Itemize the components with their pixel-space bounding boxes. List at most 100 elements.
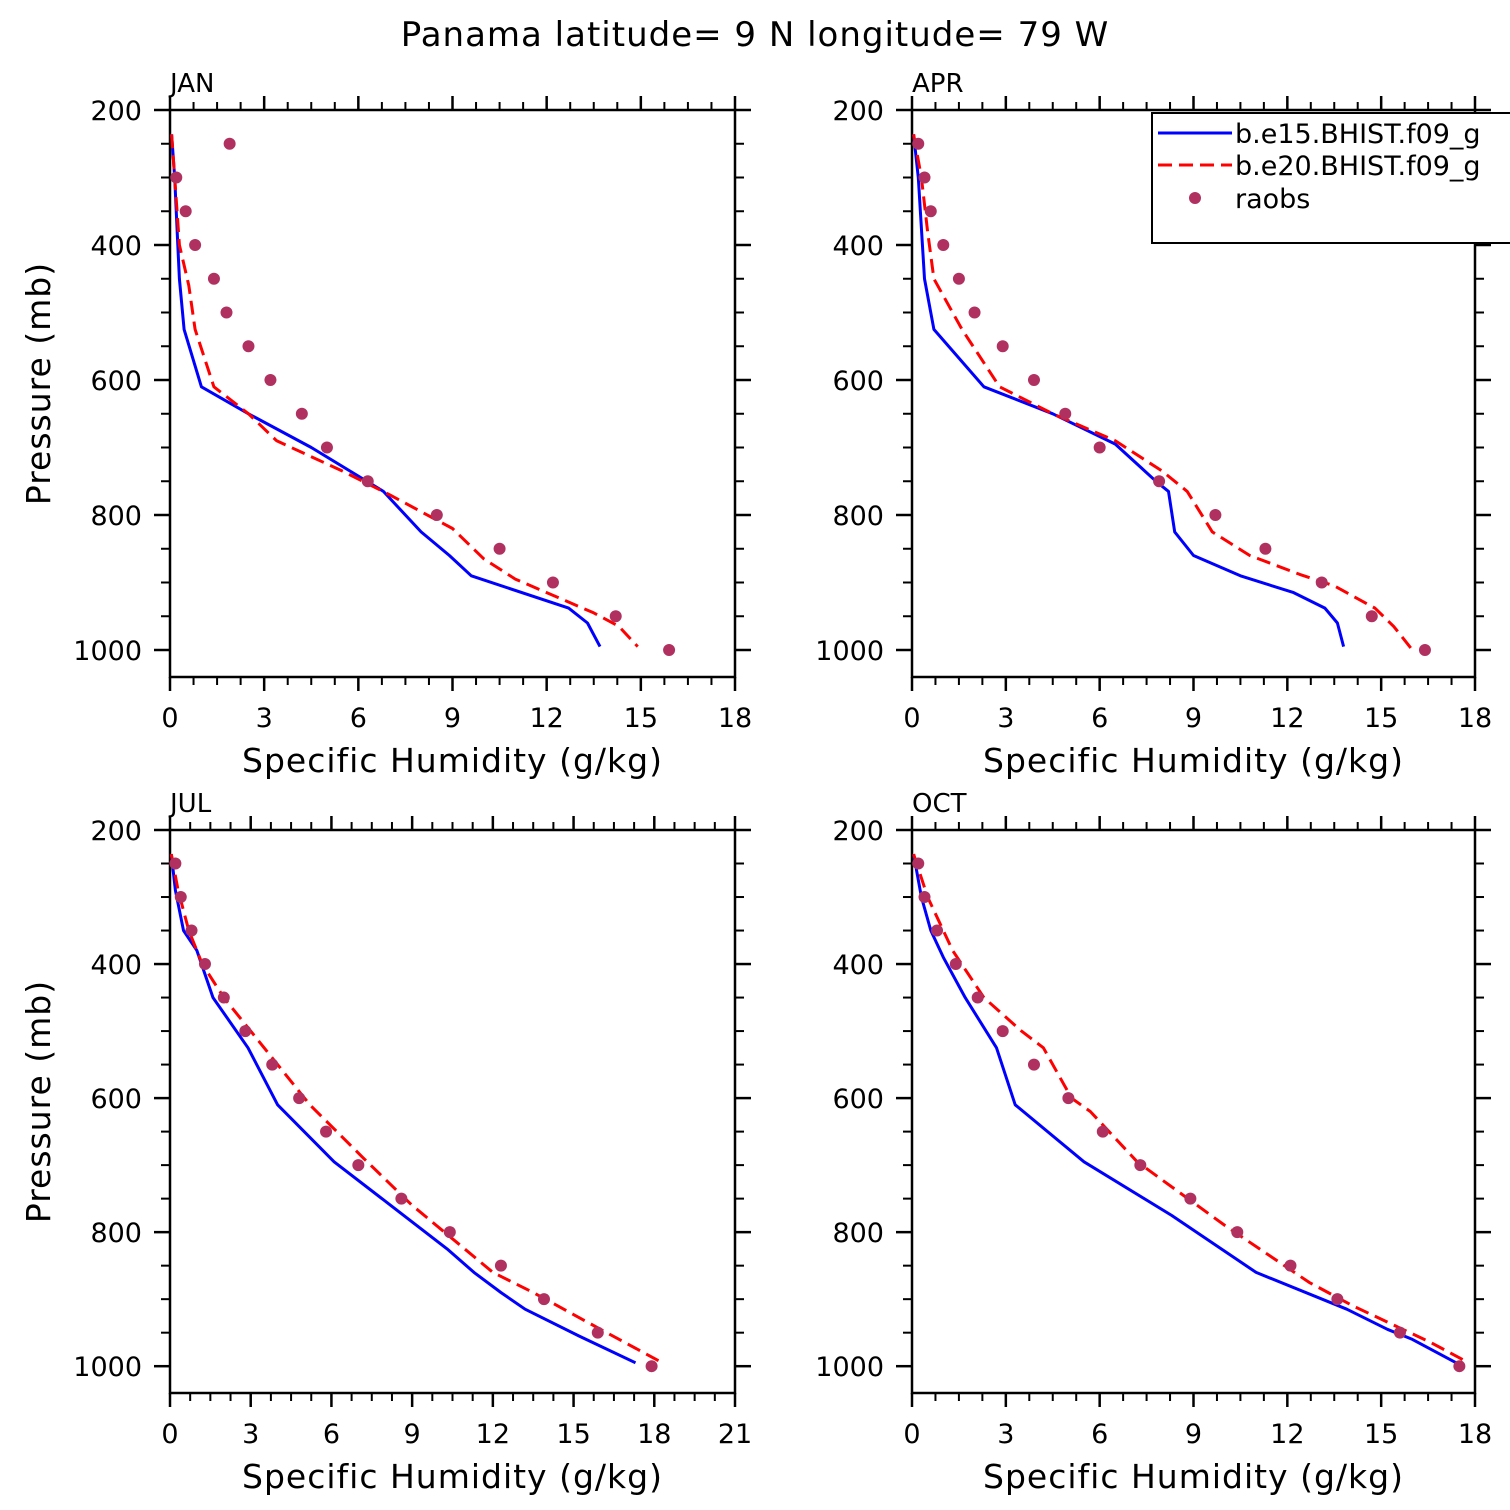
y-tick-label: 200 <box>90 816 142 847</box>
raobs-point <box>1418 644 1431 656</box>
x-tick-label: 3 <box>242 1419 259 1450</box>
x-tick-label: 0 <box>161 1419 178 1450</box>
x-tick-label: 9 <box>1185 1419 1202 1450</box>
raobs-point <box>952 272 965 285</box>
y-tick-label: 1000 <box>73 1352 142 1383</box>
y-tick-label: 1000 <box>815 636 884 667</box>
y-tick-label: 800 <box>832 1218 884 1249</box>
y-tick-label: 600 <box>832 366 884 397</box>
x-tick-label: 18 <box>718 703 752 734</box>
x-tick-label: 3 <box>997 1419 1014 1450</box>
raobs-point <box>239 1025 252 1038</box>
x-tick-label: 0 <box>161 703 178 734</box>
panel-label: JUL <box>168 789 212 819</box>
y-tick-label: 800 <box>832 501 884 532</box>
y-tick-label: 200 <box>832 96 884 127</box>
raobs-point <box>918 891 931 904</box>
x-tick-label: 9 <box>404 1419 421 1450</box>
legend-entry: b.e20.BHIST.f09_g <box>1235 151 1481 182</box>
series-line-e20 <box>912 134 1414 651</box>
raobs-point <box>918 171 931 184</box>
series-line-e15 <box>169 853 637 1365</box>
raobs-point <box>1184 1192 1197 1205</box>
raobs-point <box>1153 475 1166 488</box>
x-axis-label: Specific Humidity (g/kg) <box>242 741 663 780</box>
x-tick-label: 6 <box>1091 1419 1108 1450</box>
x-tick-label: 9 <box>1185 703 1202 734</box>
raobs-point <box>1134 1159 1147 1172</box>
x-tick-label: 3 <box>256 703 273 734</box>
raobs-point <box>1096 1125 1109 1138</box>
figure-title: Panama latitude= 9 N longitude= 79 W <box>401 15 1110 55</box>
raobs-point <box>537 1293 550 1306</box>
raobs-point <box>430 509 443 521</box>
x-tick-label: 18 <box>1458 703 1492 734</box>
y-tick-label: 600 <box>832 1084 884 1115</box>
plot-frame <box>910 828 1477 1395</box>
raobs-point <box>1315 576 1328 589</box>
series-line-e20 <box>170 134 639 648</box>
series-line-e20 <box>912 853 1470 1365</box>
raobs-point <box>971 991 984 1004</box>
x-tick-label: 12 <box>529 703 563 734</box>
legend-entry: b.e15.BHIST.f09_g <box>1235 119 1481 150</box>
x-axis-label: Specific Humidity (g/kg) <box>242 1457 663 1496</box>
x-tick-label: 18 <box>1458 1419 1492 1450</box>
raobs-point <box>295 407 308 420</box>
x-tick-label: 6 <box>1091 703 1108 734</box>
raobs-point <box>1453 1360 1466 1373</box>
raobs-point <box>937 239 950 251</box>
y-tick-label: 800 <box>90 1218 142 1249</box>
x-tick-label: 0 <box>903 1419 920 1450</box>
x-axis-label: Specific Humidity (g/kg) <box>983 1457 1404 1496</box>
panel-label: JAN <box>168 69 214 99</box>
x-tick-label: 0 <box>903 703 920 734</box>
y-tick-label: 800 <box>90 501 142 532</box>
raobs-point <box>546 576 559 589</box>
panel-apr: 0 3 6 9 12 15 18 200 400 600 800 1000 APR Specific Hu… <box>815 69 1492 780</box>
raobs-point <box>1231 1226 1244 1239</box>
raobs-point <box>924 205 937 218</box>
raobs-point <box>223 137 236 150</box>
raobs-point <box>189 239 202 251</box>
x-tick-label: 12 <box>476 1419 510 1450</box>
raobs-point <box>1027 1058 1040 1071</box>
x-tick-label: 6 <box>323 1419 340 1450</box>
raobs-point <box>494 1259 507 1272</box>
raobs-point <box>1284 1259 1297 1272</box>
x-tick-label: 6 <box>350 703 367 734</box>
raobs-point <box>996 340 1009 353</box>
x-tick-label: 12 <box>1270 703 1304 734</box>
raobs-point <box>996 1025 1009 1038</box>
raobs-point <box>320 1125 333 1138</box>
raobs-point <box>395 1192 408 1205</box>
raobs-point <box>1093 441 1106 454</box>
x-tick-label: 15 <box>624 703 658 734</box>
legend-box <box>1151 112 1510 244</box>
panel-jul: 0 3 6 9 12 15 18 21 200 400 600 800 1000 JUL Specific … <box>19 789 752 1496</box>
raobs-point <box>949 958 962 971</box>
raobs-point <box>293 1092 306 1105</box>
legend-swatch-raobs <box>1189 192 1201 204</box>
plot-frame <box>168 828 737 1395</box>
y-tick-label: 1000 <box>815 1352 884 1383</box>
y-axis-label: Pressure (mb) <box>19 262 58 505</box>
y-tick-label: 400 <box>832 950 884 981</box>
raobs-point <box>931 924 944 937</box>
y-tick-label: 400 <box>832 231 884 262</box>
raobs-point <box>217 991 230 1004</box>
x-tick-label: 21 <box>718 1419 752 1450</box>
raobs-point <box>1259 542 1272 555</box>
y-tick-label: 1000 <box>73 636 142 667</box>
raobs-point <box>1365 610 1378 623</box>
x-tick-label: 18 <box>637 1419 671 1450</box>
raobs-point <box>493 542 506 555</box>
legend-entry: raobs <box>1235 184 1310 215</box>
raobs-point <box>609 610 622 623</box>
raobs-point <box>361 475 374 488</box>
raobs-point <box>1027 374 1040 386</box>
raobs-point <box>242 340 255 353</box>
y-tick-label: 600 <box>90 366 142 397</box>
raobs-point <box>968 306 981 319</box>
